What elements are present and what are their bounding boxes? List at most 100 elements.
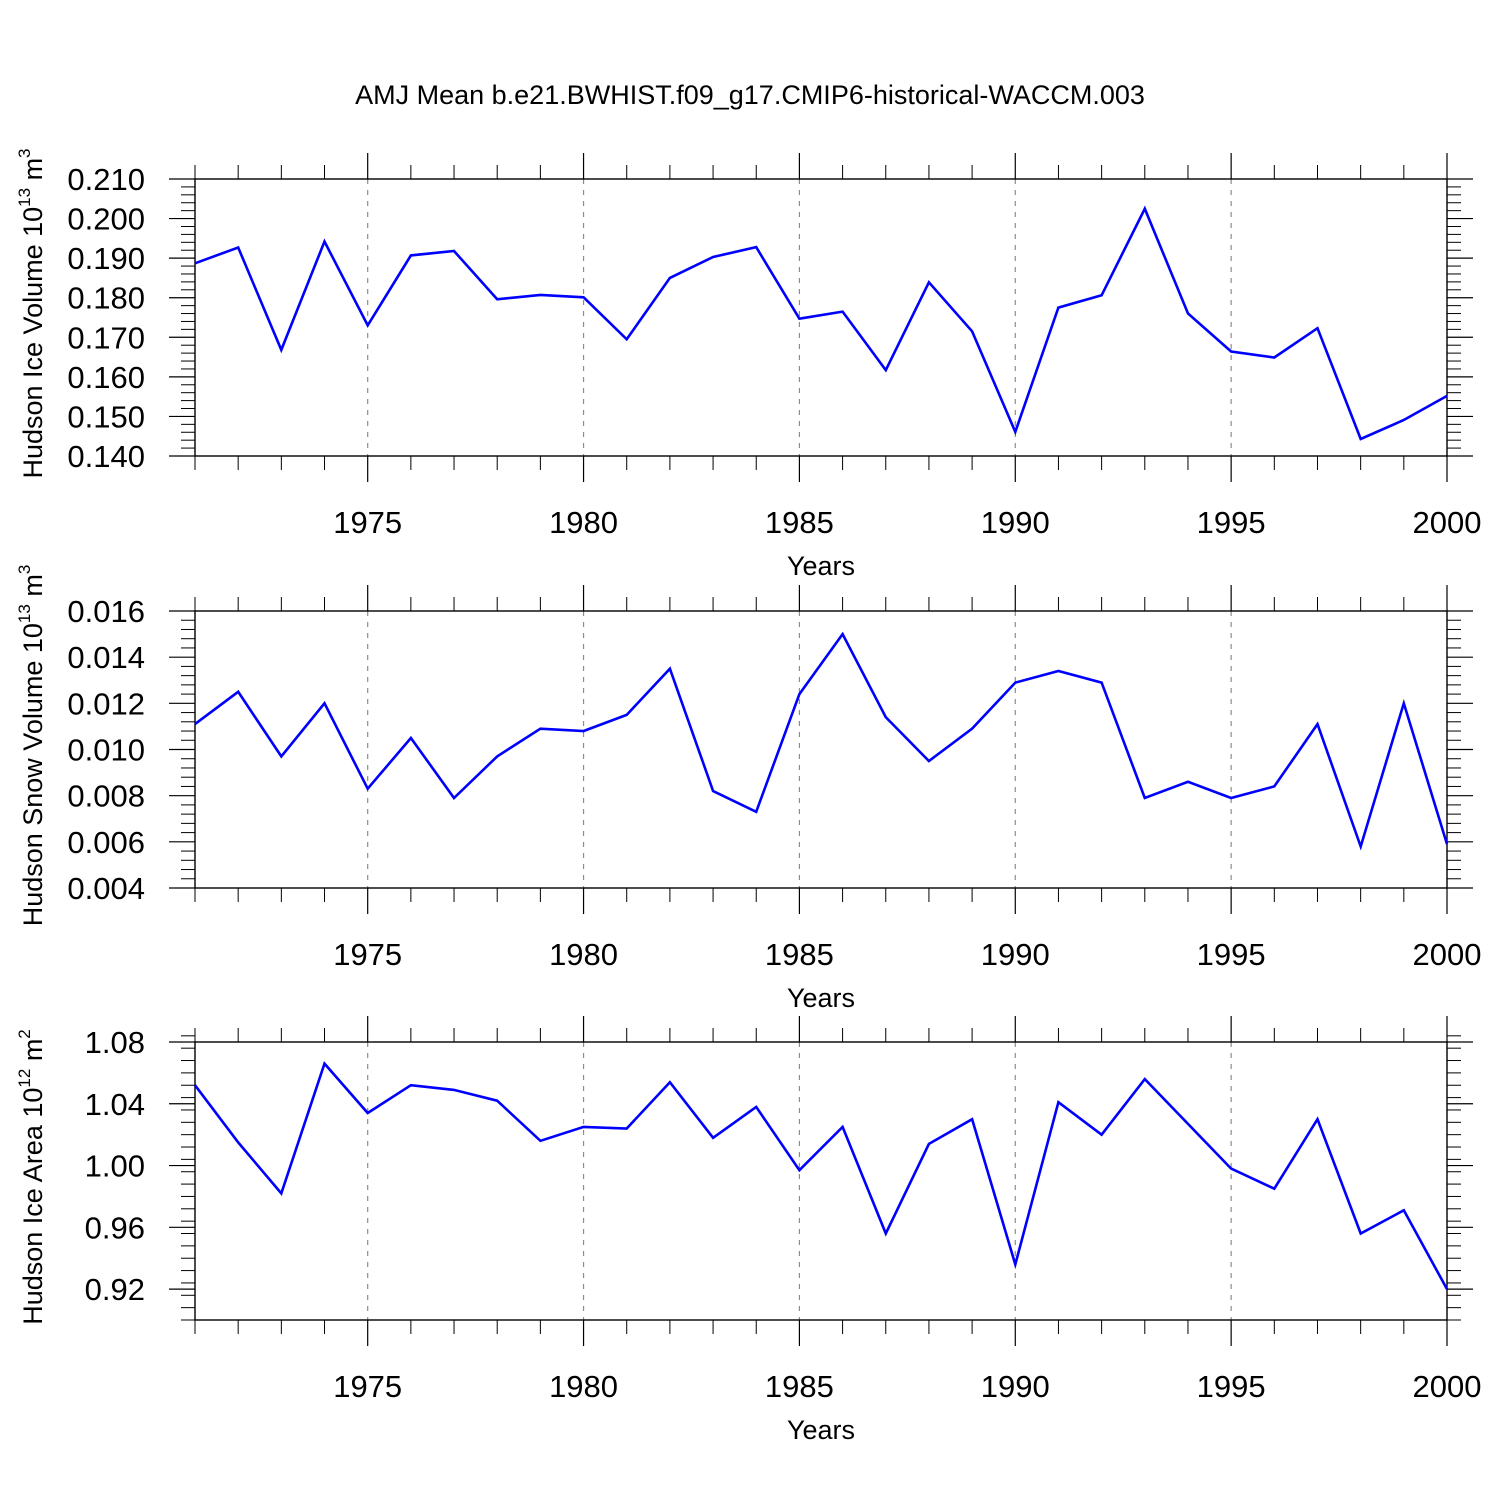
data-point: [711, 789, 715, 793]
data-point: [366, 323, 370, 327]
y-tick-label: 0.010: [67, 733, 145, 768]
x-tick-label: 1975: [333, 505, 402, 540]
data-point: [970, 1117, 974, 1121]
y-tick-label: 0.200: [67, 202, 145, 237]
data-point: [1445, 1287, 1449, 1291]
y-tick-label: 0.008: [67, 779, 145, 814]
y-tick-label: 0.012: [67, 686, 145, 721]
data-point: [1013, 430, 1017, 434]
y-tick-label: 0.150: [67, 399, 145, 434]
figure-title: AMJ Mean b.e21.BWHIST.f09_g17.CMIP6-hist…: [355, 80, 1145, 110]
x-tick-label: 1995: [1197, 937, 1266, 972]
plot-frame: [194, 1041, 1448, 1321]
data-point: [1359, 844, 1363, 848]
x-axis-label: Years: [787, 983, 855, 1013]
x-tick-label: 1990: [981, 937, 1050, 972]
data-point: [625, 1126, 629, 1130]
data-point: [1056, 669, 1060, 673]
data-point: [970, 727, 974, 731]
data-point: [797, 317, 801, 321]
data-point: [1143, 796, 1147, 800]
y-tick-label: 0.014: [67, 640, 145, 675]
data-point: [1445, 394, 1449, 398]
panel-ice-area: 1975 1980 1985 1990 1995 2000 0.92 0.96 1.00 1.04…: [15, 1016, 1481, 1445]
data-point: [841, 632, 845, 636]
data-point: [409, 253, 413, 257]
x-tick-label: 1995: [1197, 1369, 1266, 1404]
x-tick-label: 1985: [765, 505, 834, 540]
data-point: [582, 295, 586, 299]
y-axis-label: Hudson Snow Volume 1013 m3: [15, 565, 48, 927]
data-point: [1272, 355, 1276, 359]
x-tick-label: 1985: [765, 937, 834, 972]
series-line: [194, 631, 1449, 851]
data-point: [625, 713, 629, 717]
data-point: [1186, 780, 1190, 784]
data-point: [452, 249, 456, 253]
y-tick-label: 0.96: [85, 1210, 145, 1245]
x-tick-label: 1995: [1197, 505, 1266, 540]
y-tick-label: 1.08: [85, 1025, 145, 1060]
data-point: [495, 754, 499, 758]
data-point: [711, 255, 715, 259]
data-point: [841, 1125, 845, 1129]
data-point: [409, 1083, 413, 1087]
data-point: [1056, 306, 1060, 310]
data-point: [754, 810, 758, 814]
data-point: [797, 692, 801, 696]
data-point: [236, 690, 240, 694]
y-axis-label: Hudson Ice Area 1012 m2: [15, 1029, 48, 1325]
data-point: [323, 240, 327, 244]
data-point: [1359, 1232, 1363, 1236]
data-point: [409, 736, 413, 740]
data-point: [927, 280, 931, 284]
data-point: [538, 1139, 542, 1143]
data-point: [711, 1136, 715, 1140]
data-point: [970, 329, 974, 333]
data-point: [1229, 350, 1233, 354]
x-tick-label: 1985: [765, 1369, 834, 1404]
x-axis-label: Years: [787, 1415, 855, 1445]
series-line: [194, 205, 1448, 441]
data-point: [1315, 1117, 1319, 1121]
data-point: [323, 701, 327, 705]
data-point: [1402, 418, 1406, 422]
data-point: [1229, 796, 1233, 800]
data-point: [927, 1142, 931, 1146]
x-tick-label: 2000: [1413, 1369, 1482, 1404]
y-tick-label: 0.004: [67, 871, 145, 906]
data-point: [193, 722, 197, 726]
y-tick-label: 0.140: [67, 439, 145, 474]
data-point: [1445, 842, 1449, 846]
data-point: [279, 754, 283, 758]
y-tick-label: 0.210: [67, 162, 145, 197]
data-point: [236, 245, 240, 249]
x-tick-label: 1990: [981, 505, 1050, 540]
data-point: [538, 727, 542, 731]
data-point: [1143, 1077, 1147, 1081]
data-point: [797, 1168, 801, 1172]
data-point: [625, 337, 629, 341]
data-point: [366, 1111, 370, 1115]
data-point: [1013, 1262, 1017, 1266]
data-point: [1229, 1167, 1233, 1171]
data-point: [1402, 701, 1406, 705]
data-point: [884, 1232, 888, 1236]
data-point: [1100, 293, 1104, 297]
data-point: [884, 368, 888, 372]
x-tick-label: 1975: [333, 1369, 402, 1404]
x-axis-label: Years: [787, 551, 855, 581]
data-point: [841, 310, 845, 314]
data-point: [495, 297, 499, 301]
y-tick-label: 0.170: [67, 320, 145, 355]
data-point: [1315, 722, 1319, 726]
data-point: [1056, 1100, 1060, 1104]
plot-frame: [194, 610, 1448, 889]
data-point: [668, 667, 672, 671]
y-tick-label: 1.04: [85, 1087, 145, 1122]
data-point: [582, 1125, 586, 1129]
y-tick-label: 0.190: [67, 241, 145, 276]
data-point: [1143, 207, 1147, 211]
